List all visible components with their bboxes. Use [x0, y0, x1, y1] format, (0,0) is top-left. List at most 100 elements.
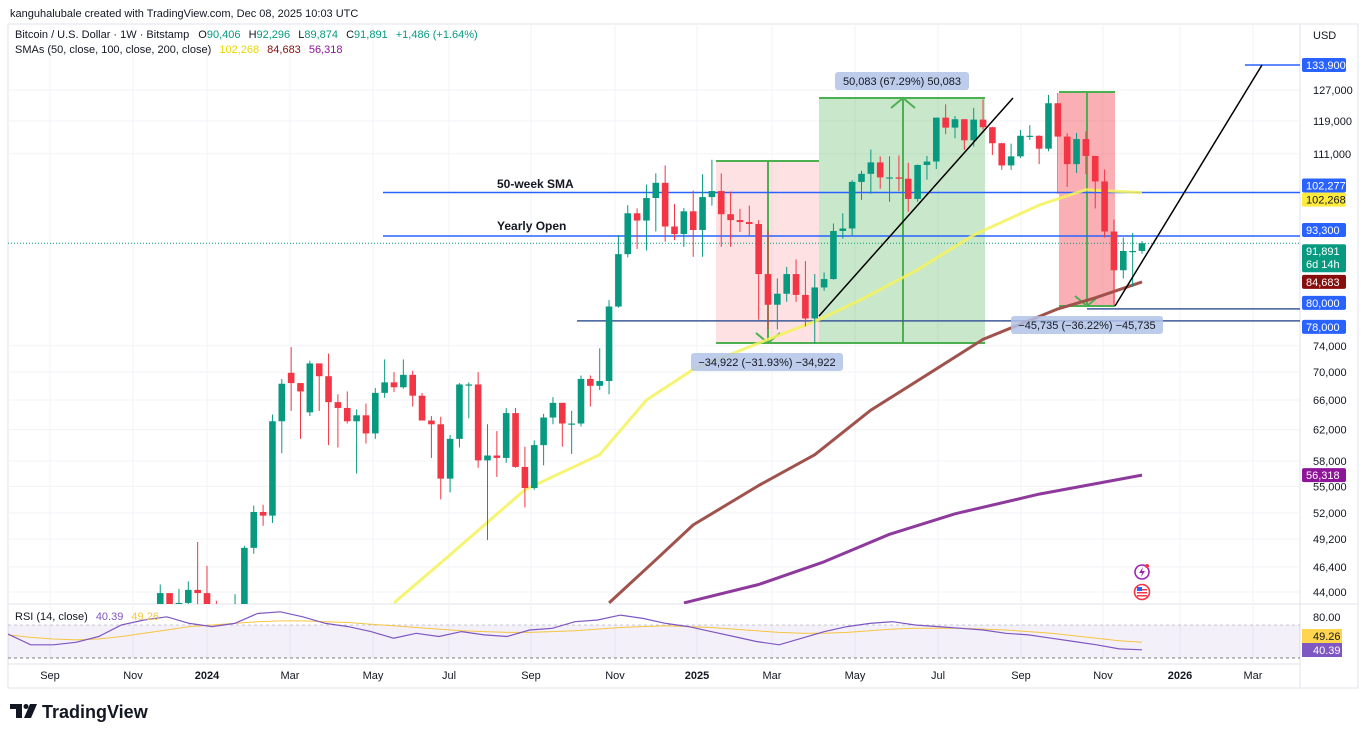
candle-body [287, 372, 295, 384]
candle-body [848, 181, 856, 229]
candle-body [175, 602, 183, 604]
trend-line-1[interactable] [818, 97, 1014, 317]
time-tick-label[interactable]: Nov [605, 670, 625, 682]
candle [1035, 135, 1043, 165]
candle-body [343, 407, 351, 422]
candle [474, 372, 482, 468]
us-flag-icon[interactable] [1133, 583, 1151, 601]
candle [250, 505, 258, 554]
candle-body [521, 466, 529, 489]
time-tick-label[interactable]: Mar [763, 670, 782, 682]
time-tick-label[interactable]: Jul [931, 670, 945, 682]
price-badge-text: 91,891 [1306, 246, 1340, 258]
candle-body [1138, 243, 1146, 251]
candle [914, 164, 921, 202]
candle-body [297, 383, 304, 392]
trend-line-2[interactable] [1114, 64, 1263, 307]
time-tick-label[interactable]: 2024 [195, 670, 220, 682]
symbol-name: Bitcoin / U.S. Dollar · 1W · Bitstamp [15, 29, 189, 41]
candle [886, 156, 893, 202]
price-badge: 56,318 [1302, 468, 1346, 483]
legend-line-ohlc: Bitcoin / U.S. Dollar · 1W · Bitstamp O9… [15, 29, 478, 41]
candle-body [381, 382, 388, 393]
price-tick-label: 111,000 [1313, 149, 1351, 161]
candle [540, 413, 547, 466]
tradingview-logo[interactable]: TradingView [10, 702, 149, 722]
candle-body [194, 589, 201, 594]
time-tick-label[interactable]: Jul [442, 670, 456, 682]
time-tick-label[interactable]: May [845, 670, 866, 682]
time-tick-label[interactable]: 2026 [1168, 670, 1192, 682]
sma100-value: 84,683 [267, 44, 301, 56]
candle-body [970, 119, 977, 141]
candle [194, 542, 201, 604]
rsi-label: RSI (14, close) [15, 611, 88, 623]
candle [942, 104, 949, 135]
candle-body [1054, 103, 1062, 137]
time-tick-label[interactable]: Nov [1093, 670, 1113, 682]
candle [1017, 130, 1024, 159]
time-tick-label[interactable]: Sep [40, 670, 60, 682]
candle [596, 348, 603, 391]
rsi-pane[interactable] [8, 611, 1300, 659]
candle [774, 278, 781, 330]
candle [577, 375, 585, 427]
candle [643, 184, 650, 251]
candle [876, 156, 884, 189]
candle-body [437, 424, 445, 479]
trend-lines[interactable] [818, 64, 1263, 317]
time-tick-label[interactable]: 2025 [685, 670, 709, 682]
candle [699, 174, 706, 257]
sma-line-label: 50-week SMA [497, 177, 574, 191]
candle [306, 360, 314, 417]
currency-label[interactable]: USD [1313, 30, 1336, 42]
candle [549, 397, 557, 425]
price-badge: 102,268 [1302, 192, 1346, 207]
price-pane[interactable] [8, 64, 1300, 655]
candle [400, 359, 407, 389]
candle-body [624, 213, 632, 255]
candle-body [353, 415, 360, 422]
candle-body [652, 182, 660, 199]
candle [736, 208, 744, 232]
candle [353, 409, 360, 474]
price-axis[interactable]: 127,000 119,000 111,000 74,000 70,000 66,000 6… [1313, 85, 1353, 599]
change-value: +1,486 (+1.64%) [396, 29, 478, 41]
time-tick-label[interactable]: Mar [281, 670, 300, 682]
candle [1063, 133, 1071, 187]
price-badge-text: 102,268 [1306, 195, 1346, 207]
rsi-legend: RSI (14, close) 40.39 49.26 [15, 611, 159, 623]
candle [671, 204, 678, 241]
lightning-icon[interactable] [1134, 564, 1150, 580]
candle [830, 223, 837, 280]
time-tick-label[interactable]: Sep [1011, 670, 1031, 682]
sma-line-200 [683, 473, 1143, 604]
measure-label-1-text: −34,922 (−31.93%) −34,922 [698, 357, 835, 369]
time-tick-label[interactable]: Mar [1244, 670, 1263, 682]
time-axis[interactable]: Sep Nov 2024 Mar May Jul Sep Nov 2025 Mar May Jul Se… [40, 670, 1263, 682]
price-tick-label: 74,000 [1313, 341, 1347, 353]
symbol-legend[interactable]: Bitcoin / U.S. Dollar · 1W · Bitstamp O9… [15, 29, 478, 56]
candle-body [1082, 139, 1090, 156]
brand-name: TradingView [42, 702, 149, 722]
candle [203, 565, 211, 604]
candle-body [306, 363, 314, 413]
horizontal-lines[interactable] [8, 64, 1300, 322]
candle-body [1026, 135, 1034, 137]
candle-body [895, 177, 903, 179]
candle-body [914, 164, 921, 199]
time-tick-label[interactable]: Sep [521, 670, 541, 682]
candle-body [232, 607, 239, 614]
price-badge: 78,000 [1302, 319, 1346, 334]
sma50-value: 102,268 [219, 44, 259, 56]
time-tick-label[interactable]: May [363, 670, 384, 682]
candle-body [203, 593, 211, 604]
candle-body [428, 420, 435, 425]
candle [1138, 241, 1146, 254]
candle [269, 414, 276, 524]
candle-body [998, 143, 1006, 166]
candle [1073, 132, 1080, 173]
svg-text:40.39: 40.39 [1313, 645, 1341, 657]
time-tick-label[interactable]: Nov [123, 670, 143, 682]
